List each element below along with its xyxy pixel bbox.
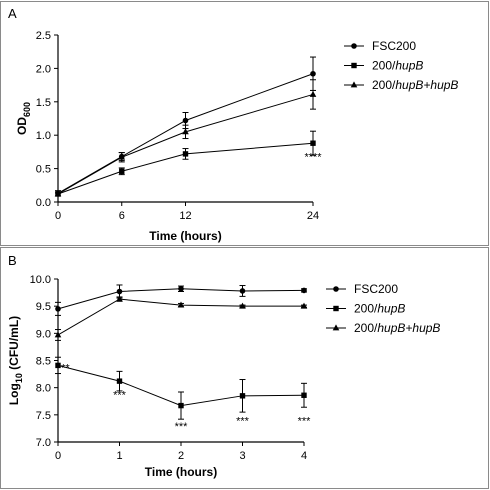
- legend-label: 200/hupB+hupB: [354, 321, 440, 335]
- data-point: [54, 331, 62, 338]
- data-point: [116, 288, 123, 295]
- data-point: [55, 362, 61, 369]
- legend-label: 200/hupB: [372, 59, 423, 73]
- panel-b-frame: [0, 247, 489, 489]
- legend-marker: [333, 305, 339, 312]
- legend-entry: 200/hupB: [326, 302, 405, 316]
- data-point: [310, 140, 316, 146]
- data-point: [55, 306, 61, 312]
- y-tick-label: 9.5: [36, 301, 51, 313]
- y-tick-label: 0.5: [36, 164, 51, 176]
- x-tick-label: 24: [307, 210, 319, 222]
- x-tick-label: 3: [239, 450, 245, 462]
- series-line: [57, 73, 314, 194]
- data-point: [239, 302, 246, 309]
- data-point: [116, 295, 123, 302]
- y-axis-title: OD600: [15, 102, 32, 135]
- series-triangle: [54, 79, 317, 197]
- significance-marker: ***: [236, 416, 250, 428]
- legend-marker: [350, 81, 358, 88]
- significance-marker: ***: [113, 390, 127, 402]
- y-tick-label: 9.0: [36, 328, 51, 340]
- y-tick-label: 1.0: [36, 130, 51, 142]
- data-point: [116, 378, 123, 384]
- y-tick-label: 2.5: [36, 30, 51, 42]
- legend-marker: [333, 286, 339, 292]
- y-tick-label: 8.0: [36, 383, 51, 395]
- x-tick-label: 0: [55, 210, 61, 222]
- data-point: [182, 128, 189, 135]
- data-point: [300, 302, 308, 309]
- legend-entry: FSC200: [326, 282, 398, 296]
- x-tick-label: 2: [178, 450, 184, 462]
- significance-marker: ***: [298, 416, 312, 428]
- legend-label: FSC200: [354, 282, 398, 296]
- legend-entry: FSC200: [344, 39, 416, 53]
- x-tick-label: 6: [119, 210, 125, 222]
- data-point: [309, 90, 317, 97]
- legend-label: FSC200: [372, 39, 416, 53]
- y-tick-label: 8.5: [36, 356, 51, 368]
- series-triangle: [54, 295, 308, 341]
- legend-marker: [351, 62, 357, 69]
- legend-marker: [332, 324, 340, 331]
- panel-a: A 0.0 0.5 1.0 1.5 2.0 2.5 0 6 12 24 Time (hours) OD6…: [8, 6, 458, 243]
- data-point: [177, 301, 185, 308]
- x-axis-title: Time (hours): [149, 229, 221, 243]
- panel-letter: B: [8, 253, 17, 268]
- panel-a-frame: [0, 1, 489, 246]
- series-circle: [55, 284, 307, 316]
- x-tick-label: 1: [116, 450, 122, 462]
- x-axis-title: Time (hours): [145, 465, 217, 479]
- legend-entry: 200/hupB+hupB: [326, 321, 440, 335]
- significance-marker: ***: [175, 421, 189, 433]
- series-line: [57, 93, 314, 195]
- y-tick-label: 1.5: [36, 97, 51, 109]
- x-tick-label: 12: [179, 210, 191, 222]
- data-point: [301, 287, 307, 294]
- x-tick-label: 4: [301, 450, 307, 462]
- y-tick-label: 7.5: [36, 410, 51, 422]
- x-tick-label: 0: [55, 450, 61, 462]
- data-point: [301, 392, 307, 398]
- data-point: [54, 190, 62, 197]
- data-point: [182, 117, 189, 124]
- series-line: [57, 142, 314, 195]
- y-tick-label: 0.0: [36, 197, 51, 209]
- data-point: [118, 153, 126, 160]
- legend-marker: [351, 43, 357, 49]
- data-point: [178, 285, 184, 292]
- legend-entry: 200/hupB+hupB: [344, 78, 458, 92]
- significance-marker: ****: [304, 152, 322, 164]
- y-tick-label: 7.0: [36, 437, 51, 449]
- panel-b: B 7.0 7.5 8.0 8.5 9.0 9.5 10.0 0 1 2 3 4 Time (hours)…: [7, 253, 440, 479]
- data-point: [119, 168, 125, 174]
- y-axis-title: Log10 (CFU/mL): [7, 316, 24, 405]
- data-point: [239, 393, 246, 399]
- data-point: [178, 402, 184, 409]
- legend-label: 200/hupB: [354, 302, 405, 316]
- data-point: [310, 70, 316, 77]
- panel-letter: A: [8, 6, 17, 21]
- data-point: [239, 288, 246, 294]
- y-tick-label: 10.0: [30, 274, 51, 286]
- data-point: [182, 151, 189, 157]
- legend-label: 200/hupB+hupB: [372, 78, 458, 92]
- legend-entry: 200/hupB: [344, 59, 423, 73]
- significance-marker: **: [61, 362, 70, 374]
- y-tick-label: 2.0: [36, 63, 51, 75]
- series-square: [55, 356, 307, 420]
